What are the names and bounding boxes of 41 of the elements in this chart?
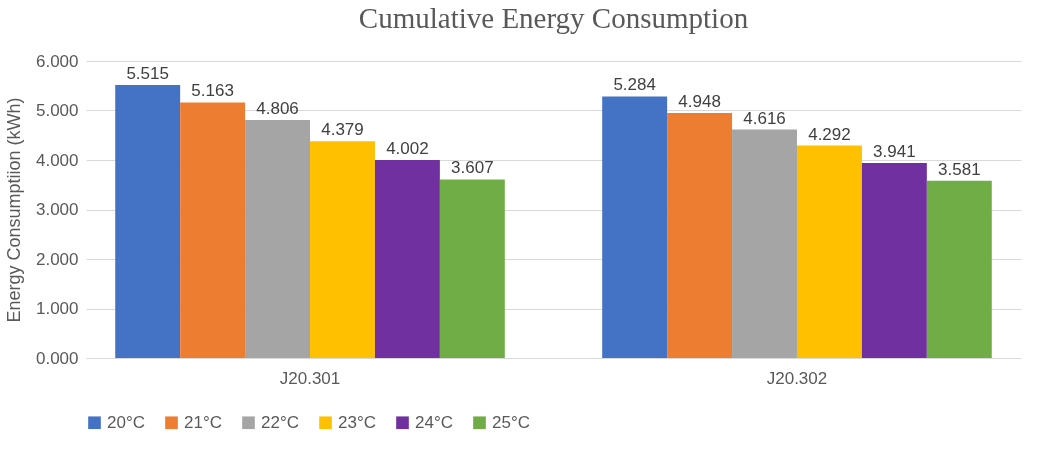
data-label: 4.292 xyxy=(808,124,851,144)
bar xyxy=(439,179,505,358)
bar xyxy=(796,145,862,358)
x-tick-label: J20.302 xyxy=(766,368,828,388)
legend-label: 20°C xyxy=(107,412,145,432)
legend-label: 24°C xyxy=(415,412,453,432)
legend-label: 22°C xyxy=(261,412,299,432)
legend-label: 25°C xyxy=(492,412,530,432)
y-tick-label: 1.000 xyxy=(35,299,79,318)
bar xyxy=(926,180,992,358)
bar xyxy=(861,162,927,358)
bar xyxy=(602,96,668,358)
x-tick-label: J20.301 xyxy=(279,368,341,388)
legend-label: 23°C xyxy=(338,412,376,432)
bar xyxy=(310,141,375,358)
y-tick-label: 4.000 xyxy=(35,150,79,170)
data-label: 4.948 xyxy=(678,92,721,112)
bar xyxy=(732,129,797,358)
data-label: 4.616 xyxy=(743,108,786,128)
bar xyxy=(245,120,311,358)
data-label: 4.379 xyxy=(321,120,364,140)
y-tick-label: 3.000 xyxy=(35,200,79,219)
bar xyxy=(374,159,440,358)
legend-label: 21°C xyxy=(184,412,222,432)
chart-title: Cumulative Energy Consumption xyxy=(358,2,749,34)
data-label: 4.002 xyxy=(386,138,429,158)
bar xyxy=(667,113,733,358)
data-label: 3.941 xyxy=(873,141,916,161)
bar xyxy=(115,85,181,358)
data-label: 5.515 xyxy=(126,64,169,84)
data-label: 5.284 xyxy=(613,75,656,95)
data-label: 5.163 xyxy=(191,81,234,101)
y-tick-label: 0.000 xyxy=(35,348,79,368)
data-label: 3.607 xyxy=(451,158,494,178)
y-tick-label: 6.000 xyxy=(35,51,79,71)
data-label: 4.806 xyxy=(256,99,299,119)
y-tick-label: 5.000 xyxy=(35,101,79,120)
y-tick-label: 2.000 xyxy=(35,249,79,269)
bar xyxy=(180,102,246,358)
y-axis-title: Energy Consumptiion (kWh) xyxy=(3,97,24,323)
data-label: 3.581 xyxy=(938,159,981,179)
